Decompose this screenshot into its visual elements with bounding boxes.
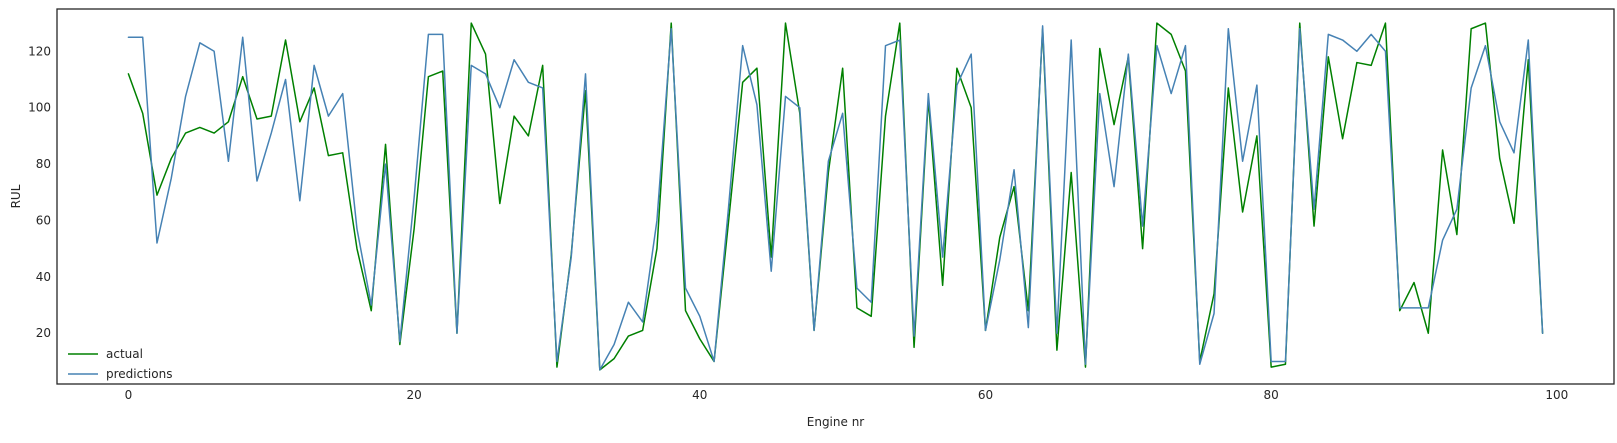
series-line-actual	[127, 22, 1544, 371]
y-tick-label: 120	[28, 44, 51, 58]
y-axis-title: RUL	[9, 184, 23, 208]
x-axis-ticks: 0 20 40 60 80 100	[125, 388, 1569, 402]
y-tick-label: 40	[36, 270, 51, 284]
series-lines	[127, 22, 1544, 371]
x-tick-label: 60	[978, 388, 993, 402]
x-axis-title: Engine nr	[807, 415, 865, 429]
x-tick-label: 20	[406, 388, 421, 402]
x-tick-label: 0	[125, 388, 133, 402]
series-line-predictions	[127, 25, 1544, 371]
legend-label-predictions: predictions	[106, 367, 172, 381]
y-tick-label: 100	[28, 101, 51, 115]
y-axis-ticks: 20 40 60 80 100 120	[28, 44, 51, 340]
y-tick-label: 20	[36, 326, 51, 340]
legend: actual predictions	[68, 347, 172, 381]
legend-label-actual: actual	[106, 347, 143, 361]
x-tick-label: 40	[692, 388, 707, 402]
x-tick-label: 100	[1545, 388, 1568, 402]
x-tick-label: 80	[1264, 388, 1279, 402]
y-tick-label: 80	[36, 157, 51, 171]
y-tick-label: 60	[36, 213, 51, 227]
plot-frame	[56, 8, 1615, 385]
